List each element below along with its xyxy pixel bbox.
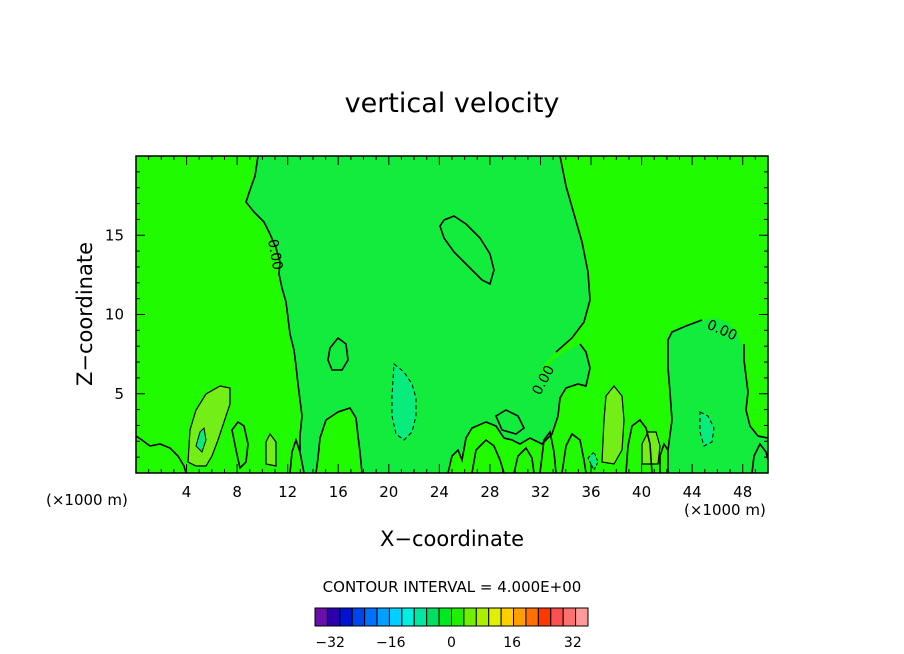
zero-contour-leftedge — [135, 435, 187, 474]
x-tick-label: 12 — [278, 483, 297, 501]
colorbar-swatch — [575, 607, 589, 627]
x-unit-label-left: (×1000 m) — [46, 491, 128, 509]
colorbar-tick-label: −32 — [315, 635, 345, 651]
x-axis-label: X−coordinate — [380, 527, 524, 551]
x-tick-label: 32 — [531, 483, 550, 501]
colorbar-tick-label: 32 — [564, 635, 582, 651]
zero-contour-rightedge — [751, 442, 769, 474]
y-axis-label: Z−coordinate — [73, 242, 97, 386]
zero-contour-jagged-5 — [561, 432, 587, 474]
colorbar-swatch — [314, 607, 328, 627]
contour-label-1: 0.00 — [264, 238, 285, 271]
colorbar-swatch — [562, 607, 577, 627]
x-tick-label: 48 — [733, 483, 752, 501]
zero-contour-cell-mid — [327, 336, 349, 371]
colorbar-swatch — [388, 607, 403, 627]
colorbar-swatch — [413, 607, 428, 627]
colorbar-tick-label: −16 — [376, 635, 406, 651]
x-unit-label-right: (×1000 m) — [684, 501, 766, 519]
zero-contour-jagged-4 — [539, 430, 557, 474]
contour-fill-downdraft-core-3 — [587, 451, 599, 472]
y-tick-label: 5 — [114, 385, 124, 403]
colorbar-swatch — [438, 607, 453, 627]
colorbar-swatch — [339, 607, 353, 627]
contour-fill-downdraft-core-2 — [699, 411, 715, 447]
zero-contour-left-cell-2 — [289, 437, 301, 474]
zero-contour-jagged-2 — [471, 438, 505, 474]
contour-fill-downdraft-core-1 — [391, 363, 417, 441]
chart-title: vertical velocity — [345, 88, 560, 119]
contour-interval-label: CONTOUR INTERVAL = 4.000E+00 — [323, 578, 582, 596]
y-tick-label: 10 — [105, 306, 124, 324]
zero-contour-right-arc — [667, 319, 703, 473]
zero-contour-cell-top — [439, 215, 495, 286]
y-tick-labels: 5 10 15 — [105, 226, 124, 403]
colorbar-swatch — [326, 607, 341, 627]
colorbar — [314, 607, 589, 627]
zero-contour-jagged-1 — [447, 343, 591, 474]
zero-contours — [135, 155, 769, 474]
zero-contour-left — [245, 155, 305, 474]
colorbar-swatch — [351, 607, 366, 627]
colorbar-swatch — [475, 607, 490, 627]
x-tick-label: 16 — [329, 483, 348, 501]
x-tick-label: 20 — [379, 483, 398, 501]
contour-fill-central-region — [246, 156, 590, 473]
colorbar-swatch — [426, 607, 440, 627]
x-tick-label: 8 — [232, 483, 242, 501]
colorbar-tick-label: 16 — [503, 635, 521, 651]
x-tick-label: 40 — [632, 483, 651, 501]
colorbar-swatch — [513, 607, 527, 627]
axis-ticks — [136, 156, 768, 473]
y-tick-label: 15 — [105, 226, 124, 244]
contour-fill-right-region — [668, 318, 768, 473]
plot-area: 0.00 0.00 0.00 — [135, 155, 769, 474]
zero-contour-right-arc-2 — [743, 344, 769, 439]
x-tick-label: 24 — [430, 483, 449, 501]
x-tick-label: 36 — [581, 483, 600, 501]
x-tick-label: 4 — [182, 483, 192, 501]
contour-fill-positive-blob-3 — [265, 432, 277, 467]
colorbar-swatch — [401, 607, 415, 627]
x-tick-labels: 4 8 12 16 20 24 28 32 36 40 44 48 — [182, 483, 752, 501]
contour-fill-positive-blob-2 — [195, 426, 207, 453]
colorbar-swatch — [376, 607, 390, 627]
colorbar-swatch — [525, 607, 539, 627]
zero-contour-jagged-7 — [659, 442, 669, 473]
zero-contour-lower — [315, 407, 363, 474]
x-tick-label: 28 — [480, 483, 499, 501]
zero-contour-cell-low — [494, 409, 526, 435]
colorbar-swatch — [488, 607, 502, 627]
colorbar-swatch — [537, 607, 552, 627]
colorbar-swatch — [500, 607, 515, 627]
colorbar-tick-labels: −32 −16 0 16 32 — [315, 635, 581, 651]
zero-contour-jagged-6 — [625, 418, 653, 474]
colorbar-swatch — [550, 607, 564, 627]
colorbar-swatch — [451, 607, 465, 627]
zero-contour-jagged-3 — [513, 446, 535, 474]
colorbar-tick-label: 0 — [447, 635, 456, 651]
contour-fill-positive-blob-4 — [601, 385, 625, 465]
zero-contour-left-cell — [231, 420, 249, 470]
x-tick-label: 44 — [683, 483, 702, 501]
zero-contour-right-main — [555, 155, 591, 353]
colorbar-swatch — [463, 607, 477, 627]
colorbar-swatch — [364, 607, 378, 627]
